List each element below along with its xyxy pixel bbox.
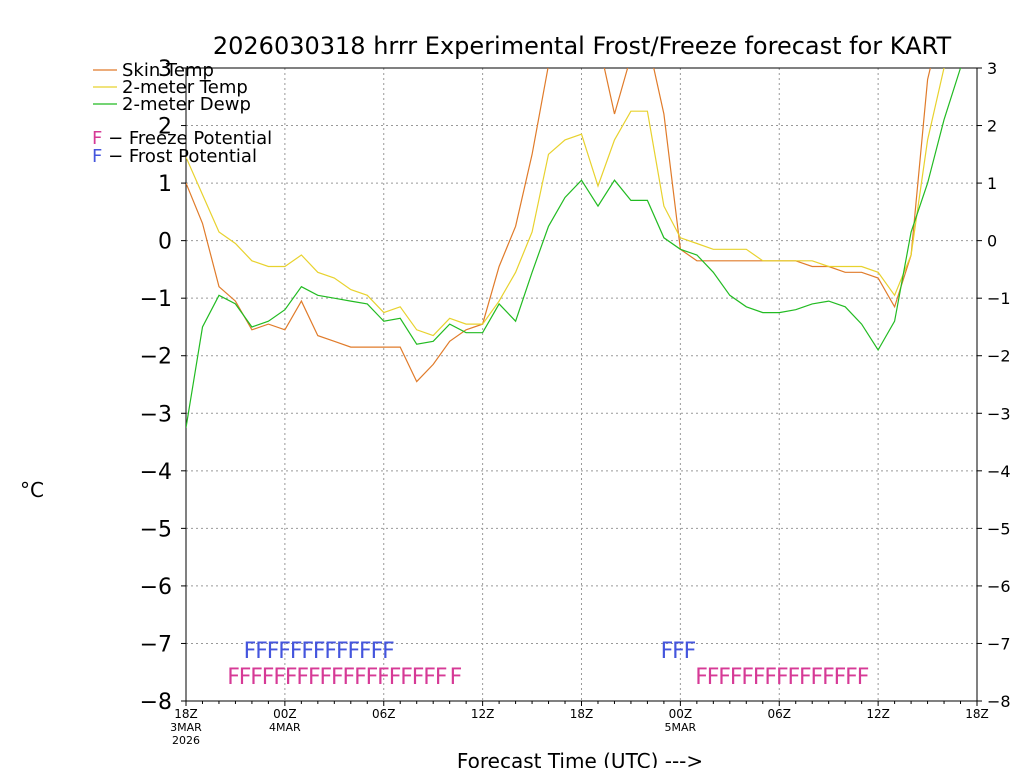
- y-tick-label-right: 3: [987, 59, 997, 78]
- y-tick-label-right: −8: [987, 692, 1011, 711]
- y-tick-label: −1: [140, 287, 172, 312]
- legend-label: 2-meter Dewp: [122, 94, 251, 115]
- frost-mark: F: [382, 639, 395, 664]
- y-tick-label-right: 0: [987, 232, 997, 251]
- x-tick-label: 06Z: [372, 707, 396, 721]
- x-tick-label: 12Z: [471, 707, 495, 721]
- y-tick-label: 1: [158, 172, 172, 197]
- y-axis-right: −8 −7 −6 −5 −4 −3 −2 −1 0 1 2 3: [977, 59, 1011, 711]
- freeze-mark: F: [450, 665, 463, 690]
- legend-note-mark: F: [92, 146, 102, 167]
- x-tick-label: 00Z: [273, 707, 297, 721]
- x-tick-label: 00Z: [669, 707, 693, 721]
- y-tick-label: −7: [140, 632, 172, 657]
- x-tick-sublabel: 3MAR: [170, 721, 202, 734]
- y-tick-label-right: −4: [987, 462, 1011, 481]
- y-tick-label: 0: [158, 230, 172, 255]
- y-axis-label: °C: [20, 478, 44, 502]
- x-tick-sublabel: 5MAR: [665, 721, 697, 734]
- legend-note: F − Frost Potential: [92, 146, 257, 167]
- x-tick-label: 06Z: [768, 707, 792, 721]
- freeze-mark: F: [435, 665, 448, 690]
- y-tick-label: −2: [140, 345, 172, 370]
- x-tick-label: 18Z: [174, 707, 198, 721]
- x-tick-label: 12Z: [866, 707, 890, 721]
- freeze-mark: F: [857, 665, 870, 690]
- y-tick-label-right: 1: [987, 174, 997, 193]
- y-tick-label-right: −1: [987, 289, 1011, 308]
- y-tick-label-right: −2: [987, 347, 1011, 366]
- y-tick-label-right: −3: [987, 404, 1011, 423]
- legend-note-text: − Frost Potential: [102, 146, 257, 167]
- x-tick-sublabel: 4MAR: [269, 721, 301, 734]
- y-tick-label-right: −7: [987, 634, 1011, 653]
- grid: [186, 68, 977, 701]
- frost-freeze-chart: 2026030318 hrrr Experimental Frost/Freez…: [0, 0, 1024, 768]
- y-tick-label: −8: [140, 690, 172, 715]
- y-tick-label: −4: [140, 460, 172, 485]
- x-tick-sublabel: 2026: [172, 734, 200, 747]
- y-tick-label: −6: [140, 575, 172, 600]
- x-tick-label: 18Z: [570, 707, 594, 721]
- y-tick-label-right: 2: [987, 117, 997, 136]
- x-axis-label: Forecast Time (UTC) --->: [457, 749, 703, 768]
- x-tick-label: 18Z: [965, 707, 989, 721]
- y-tick-label-right: −5: [987, 519, 1011, 538]
- chart-title: 2026030318 hrrr Experimental Frost/Freez…: [213, 32, 952, 60]
- frost-mark: F: [684, 639, 697, 664]
- y-tick-label: −5: [140, 517, 172, 542]
- y-tick-label-right: −6: [987, 577, 1011, 596]
- y-tick-label: −3: [140, 402, 172, 427]
